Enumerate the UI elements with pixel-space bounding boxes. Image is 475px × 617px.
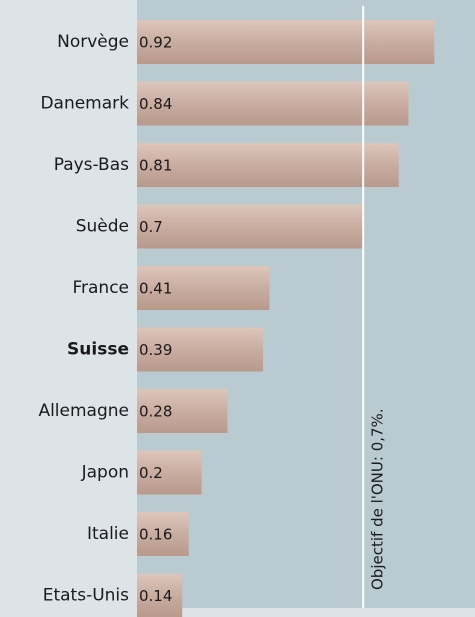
category-label: Allemagne	[38, 401, 129, 421]
bar	[137, 573, 183, 617]
bar	[137, 450, 202, 495]
category-label: Suisse	[67, 340, 129, 360]
value-label: 0.2	[139, 464, 163, 482]
value-label: 0.16	[139, 526, 172, 544]
value-label: 0.7	[139, 218, 163, 236]
value-label: 0.81	[139, 157, 172, 175]
value-label: 0.41	[139, 280, 172, 298]
category-label: Suède	[76, 217, 129, 237]
bar	[137, 81, 409, 126]
category-label: Etats-Unis	[43, 586, 129, 606]
value-label: 0.39	[139, 341, 172, 359]
category-label: Danemark	[40, 94, 129, 114]
bar	[137, 327, 264, 372]
category-label: Pays-Bas	[54, 155, 129, 175]
value-label: 0.14	[139, 587, 172, 605]
bar	[137, 512, 189, 556]
target-annotation: Objectif de l'ONU: 0,7%.	[369, 408, 387, 590]
category-label: Japon	[81, 463, 129, 483]
bar	[137, 204, 364, 249]
value-label: 0.84	[139, 95, 172, 113]
category-label: France	[72, 278, 129, 298]
category-label: Norvège	[57, 32, 129, 52]
bar	[137, 20, 435, 64]
bar	[137, 143, 399, 187]
value-label: 0.28	[139, 403, 172, 421]
bar	[137, 389, 228, 433]
category-label: Italie	[87, 524, 129, 544]
value-label: 0.92	[139, 34, 172, 52]
bar	[137, 266, 270, 310]
